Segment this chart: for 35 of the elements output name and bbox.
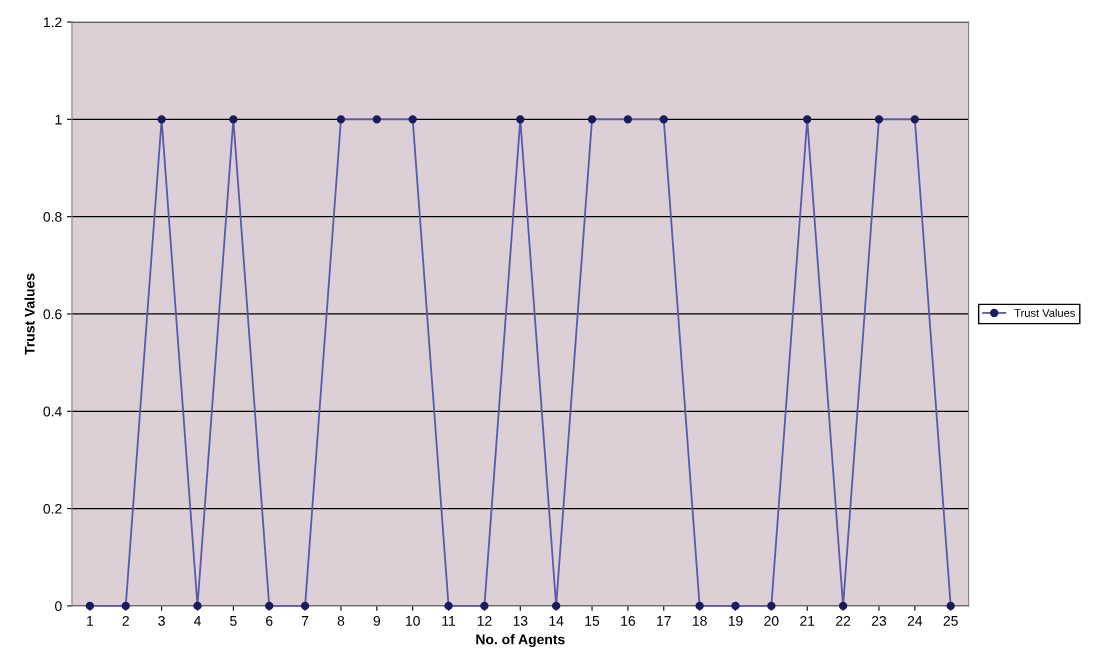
x-tick-label: 23 xyxy=(871,615,887,626)
x-tick-label: 1 xyxy=(87,616,94,626)
x-tick-label: 10 xyxy=(406,615,420,626)
y-tick-label: 0.4 xyxy=(43,406,62,417)
x-tick-label: 17 xyxy=(657,616,671,626)
x-tick-label: 13 xyxy=(513,615,528,626)
y-tick-label: 1.2 xyxy=(43,17,62,28)
y-axis-title: Trust Values xyxy=(24,273,35,355)
x-tick-label: 24 xyxy=(907,615,923,626)
x-tick-label: 6 xyxy=(266,615,273,626)
x-tick-label: 4 xyxy=(193,616,201,626)
x-tick-label: 5 xyxy=(230,616,237,626)
legend-label: Trust Values xyxy=(1014,308,1075,317)
x-tick-label: 3 xyxy=(158,615,165,626)
x-tick-label: 14 xyxy=(549,616,564,626)
x-tick-label: 12 xyxy=(477,615,492,626)
x-tick-label: 20 xyxy=(764,615,779,626)
y-tick-label: 0.2 xyxy=(43,503,62,514)
x-tick-label: 11 xyxy=(442,616,456,626)
x-tick-label: 9 xyxy=(373,615,381,626)
x-axis-title: No. of Agents xyxy=(476,634,565,648)
x-tick-label: 18 xyxy=(692,615,707,626)
x-tick-label: 16 xyxy=(621,615,635,626)
x-tick-label: 25 xyxy=(943,615,958,626)
y-tick-label: 0.8 xyxy=(43,211,62,222)
y-tick-label: 1 xyxy=(55,114,62,125)
x-tick-label: 22 xyxy=(836,615,851,626)
x-tick-label: 21 xyxy=(800,615,815,626)
x-tick-label: 19 xyxy=(728,615,743,626)
x-tick-label: 8 xyxy=(337,615,345,626)
y-tick-label: 0.6 xyxy=(43,309,62,320)
y-tick-label: 0 xyxy=(55,601,62,612)
x-tick-label: 7 xyxy=(301,616,309,626)
x-tick-label: 15 xyxy=(585,616,600,626)
x-tick-label: 2 xyxy=(122,615,129,626)
